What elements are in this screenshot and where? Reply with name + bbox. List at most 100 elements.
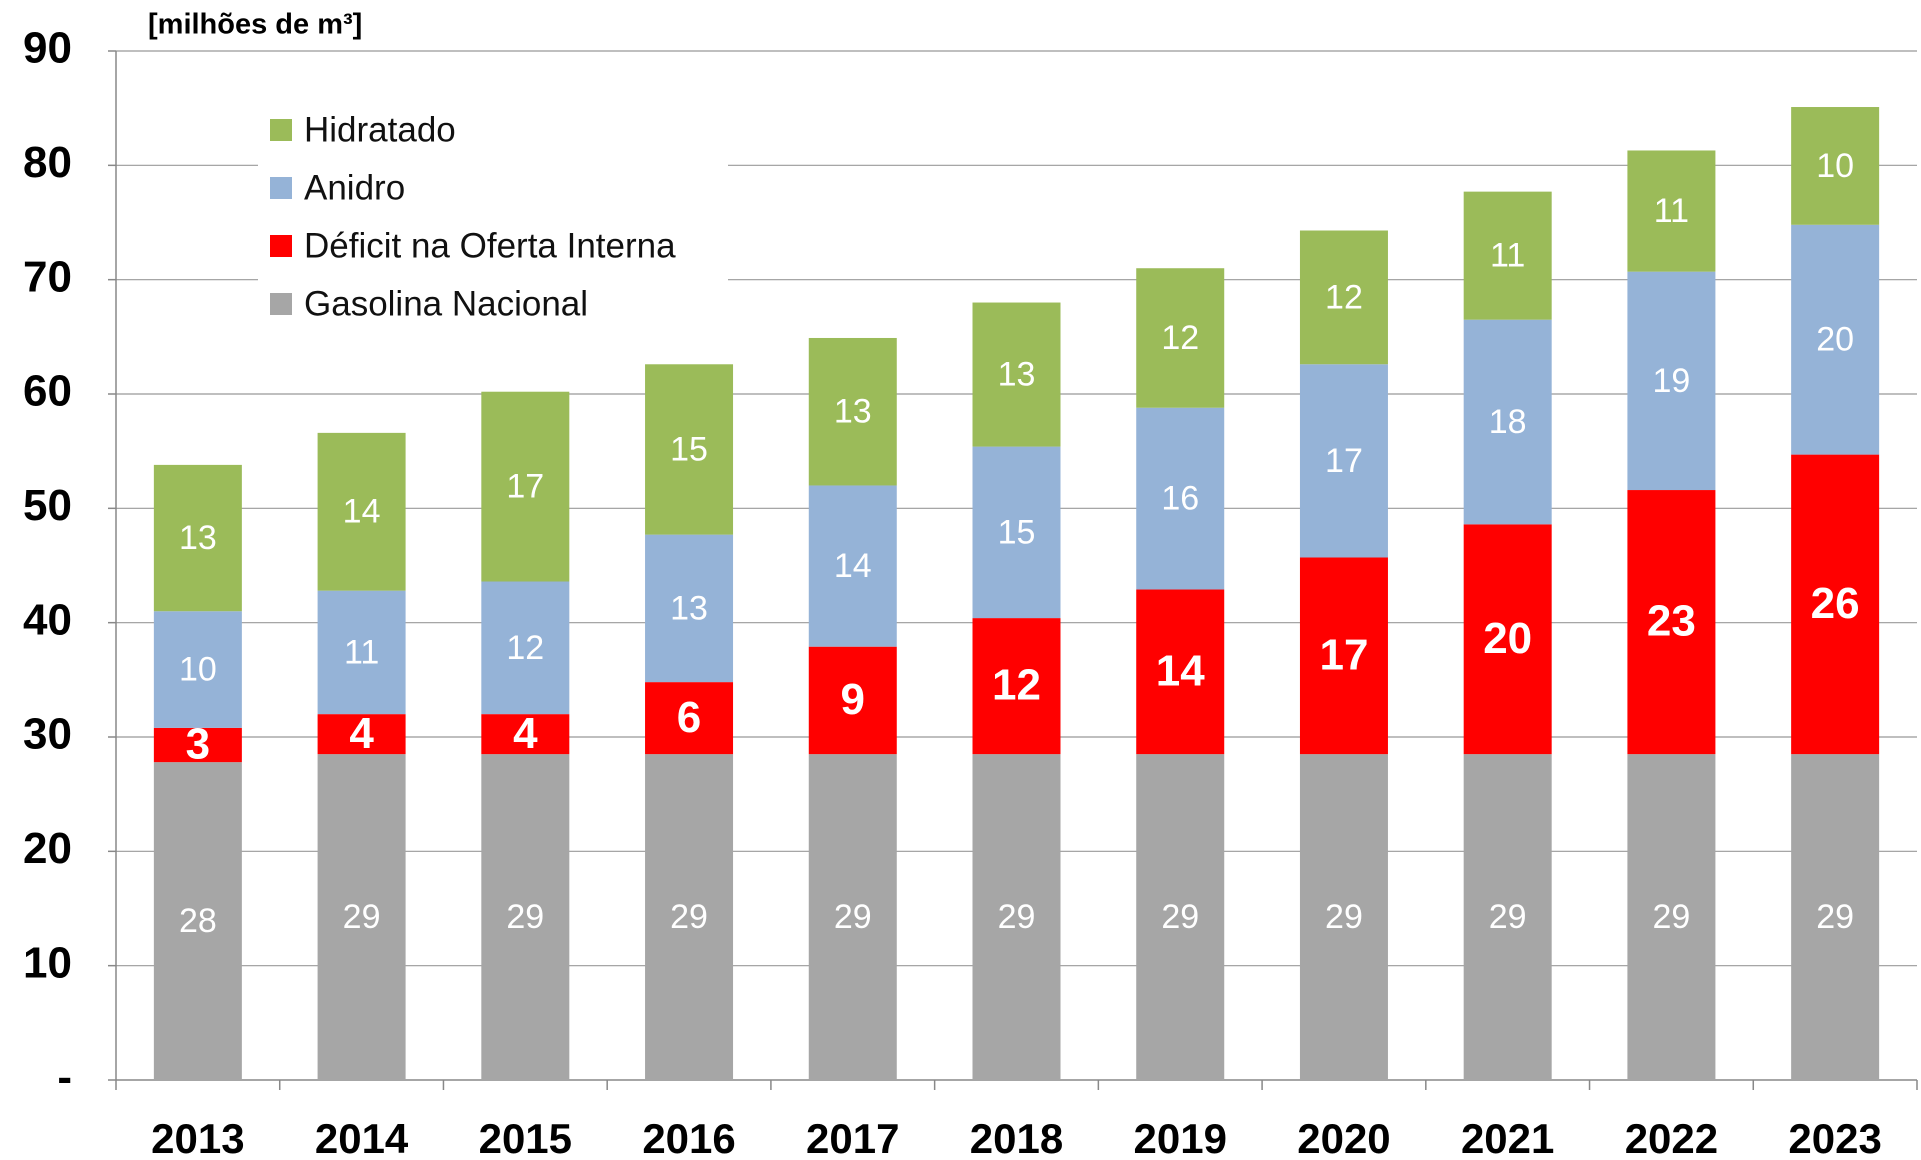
legend-label: Gasolina Nacional	[304, 284, 588, 323]
x-tick-label: 2016	[642, 1115, 735, 1160]
bar-segment	[1299, 557, 1388, 755]
bar-value-label: 12	[992, 661, 1041, 710]
bar-segment	[317, 754, 406, 1080]
bar-segment	[317, 432, 406, 591]
bar-segment	[317, 590, 406, 715]
x-tick-label: 2019	[1134, 1115, 1227, 1160]
x-tick-label: 2020	[1297, 1115, 1390, 1160]
bar-value-label: 17	[1319, 630, 1368, 679]
y-tick-label: 80	[23, 138, 72, 187]
x-tick-label: 2014	[315, 1115, 409, 1160]
bar-value-label: 29	[1652, 898, 1690, 936]
bar-value-label: 16	[1161, 480, 1199, 518]
bar-segment	[1627, 490, 1716, 755]
bar-value-label: 10	[179, 651, 217, 689]
bar-segment	[1136, 268, 1225, 408]
bar-value-label: 13	[179, 519, 217, 557]
bar-segment	[1791, 754, 1880, 1080]
bar-segment	[808, 337, 897, 486]
bar-value-label: 26	[1811, 579, 1860, 628]
legend-label: Anidro	[304, 168, 405, 207]
bar-segment	[1627, 754, 1716, 1080]
bar-segment	[972, 446, 1061, 619]
bar-value-label: 20	[1816, 321, 1854, 359]
bar-segment	[1136, 754, 1225, 1080]
bar-value-label: 9	[841, 675, 865, 724]
y-tick-label: 50	[23, 481, 72, 530]
x-tick-label: 2022	[1625, 1115, 1718, 1160]
y-tick-label: 90	[23, 24, 72, 73]
bar-segment	[1627, 271, 1716, 491]
bar-value-label: 12	[506, 629, 544, 667]
bar-value-label: 29	[1489, 898, 1527, 936]
y-tick-label: 10	[23, 938, 72, 987]
bar-segment	[645, 534, 734, 683]
bar-segment	[808, 754, 897, 1080]
bar-value-label: 29	[670, 898, 708, 936]
bar-value-label: 12	[1161, 319, 1199, 357]
bar-value-label: 20	[1483, 614, 1532, 663]
x-tick-label: 2017	[806, 1115, 899, 1160]
y-tick-label: 70	[23, 252, 72, 301]
legend-label: Déficit na Oferta Interna	[304, 226, 676, 265]
bar-segment	[317, 714, 406, 755]
y-tick-label: 40	[23, 595, 72, 644]
x-tick-label: 2018	[970, 1115, 1063, 1160]
bar-segment	[1791, 224, 1880, 455]
bar-segment	[481, 581, 570, 715]
bar-segment	[1791, 454, 1880, 755]
bar-value-label: 14	[343, 493, 381, 531]
bar-segment	[153, 762, 242, 1080]
bar-segment	[972, 302, 1061, 447]
bar-segment	[1463, 754, 1552, 1080]
bar-segment	[481, 391, 570, 582]
bar-value-label: 11	[344, 633, 379, 671]
bar-value-label: 13	[834, 393, 872, 431]
bar-segment	[1136, 589, 1225, 755]
bar-value-label: 29	[506, 898, 544, 936]
legend-swatch	[270, 235, 292, 257]
bar-segment	[645, 682, 734, 755]
bar-segment	[1463, 524, 1552, 755]
bar-segment	[1463, 191, 1552, 320]
bar-value-label: 13	[670, 589, 708, 627]
bar-segment	[1299, 364, 1388, 558]
bar-segment	[808, 485, 897, 647]
bar-value-label: 29	[834, 898, 872, 936]
y-tick-label: -	[57, 1053, 72, 1102]
bar-value-label: 18	[1489, 403, 1527, 441]
bar-value-label: 12	[1325, 278, 1363, 316]
bar-value-label: 14	[1156, 646, 1205, 695]
bar-value-label: 14	[834, 547, 872, 585]
bar-segment	[1299, 754, 1388, 1080]
legend-box	[258, 108, 728, 350]
bar-value-label: 10	[1816, 147, 1854, 185]
x-tick-label: 2013	[151, 1115, 244, 1160]
bar-segment	[153, 611, 242, 728]
bar-segment	[645, 364, 734, 535]
bar-value-label: 13	[998, 356, 1036, 394]
bar-value-label: 17	[1325, 442, 1363, 480]
bar-value-label: 29	[1325, 898, 1363, 936]
bar-value-label: 17	[506, 468, 544, 506]
bar-value-label: 29	[343, 898, 381, 936]
bar-value-label: 19	[1652, 362, 1690, 400]
bar-value-label: 29	[1161, 898, 1199, 936]
x-tick-label: 2023	[1788, 1115, 1881, 1160]
bar-segment	[972, 618, 1061, 755]
bar-segment	[1627, 150, 1716, 272]
bar-value-label: 29	[1816, 898, 1854, 936]
y-tick-label: 60	[23, 367, 72, 416]
x-tick-label: 2021	[1461, 1115, 1554, 1160]
legend-swatch	[270, 119, 292, 141]
legend-label: Hidratado	[304, 110, 456, 149]
bar-segment	[1463, 319, 1552, 525]
bar-segment	[153, 727, 242, 763]
legend-swatch	[270, 177, 292, 199]
bar-segment	[153, 464, 242, 612]
bar-segment	[1136, 407, 1225, 590]
bar-segment	[1299, 230, 1388, 365]
bar-value-label: 11	[1490, 237, 1525, 275]
bar-value-label: 6	[677, 693, 701, 742]
